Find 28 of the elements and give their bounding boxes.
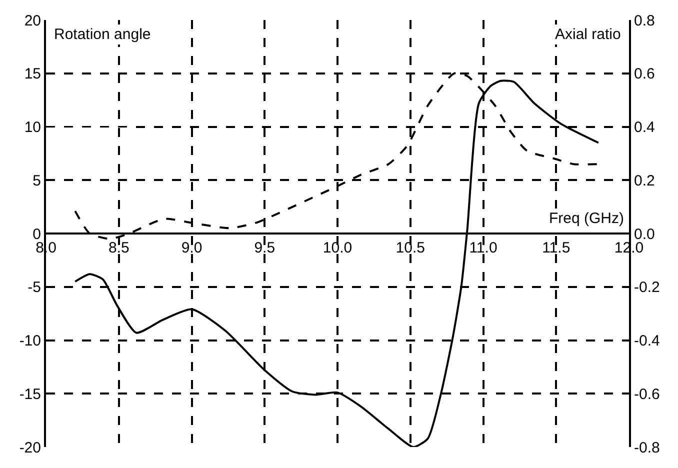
y-tick-label: -15 — [19, 386, 41, 403]
y2-tick-label: -0.8 — [634, 439, 660, 456]
y2-tick-label: 0.8 — [634, 12, 655, 30]
x-tick-label: 11.5 — [542, 240, 570, 256]
y-axis-title: Rotation angle — [54, 26, 151, 43]
y2-tick-label: 0.0 — [634, 226, 655, 243]
y2-tick-label: 0.4 — [634, 119, 655, 136]
y2-tick-label: -0.6 — [634, 386, 660, 403]
x-tick-label: 9.5 — [254, 240, 276, 256]
x-tick-label: 11.0 — [469, 240, 498, 256]
y2-tick-label: 0.2 — [634, 172, 655, 190]
y-tick-label: 5 — [32, 172, 41, 190]
y2-tick-label: 0.6 — [634, 66, 655, 83]
y2-tick-label: -0.4 — [634, 332, 660, 350]
y-tick-label: -20 — [19, 439, 41, 456]
x-tick-label: 8.5 — [108, 240, 130, 256]
x-tick-label: 9.0 — [181, 240, 202, 256]
y-tick-label: 10 — [24, 119, 41, 136]
y2-axis-title: Axial ratio — [555, 26, 621, 43]
y2-tick-label: -0.2 — [634, 279, 660, 296]
y-tick-label: -5 — [28, 279, 41, 296]
x-tick-label: 10.0 — [322, 240, 352, 256]
x-tick-label: 10.5 — [396, 240, 425, 256]
x-axis-title: Freq (GHz) — [549, 210, 624, 227]
y-tick-label: 20 — [24, 12, 41, 30]
y-tick-label: 0 — [32, 226, 41, 243]
y-tick-label: -10 — [19, 332, 41, 350]
y-tick-label: 15 — [24, 66, 41, 83]
